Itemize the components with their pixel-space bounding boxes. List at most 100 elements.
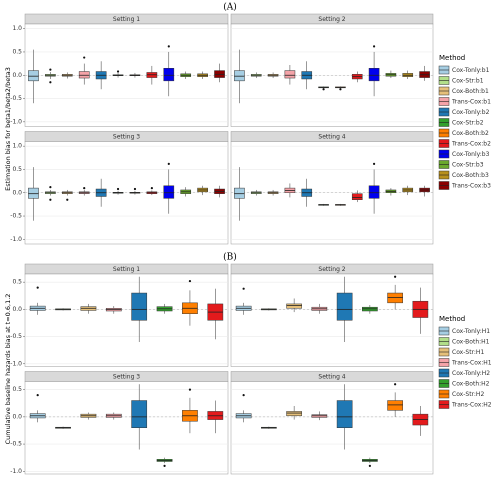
outlier: [339, 88, 342, 91]
facet-title: Setting 3: [113, 374, 140, 381]
y-tick-label: 0.5: [12, 279, 22, 286]
outlier: [36, 394, 39, 397]
legend-label: Cox-Str:H1: [452, 349, 484, 356]
panel-title: (A): [223, 2, 237, 13]
outlier: [368, 464, 371, 467]
y-tick-label: -1.0: [10, 468, 22, 475]
y-tick-label: -1.0: [10, 118, 22, 125]
box: [78, 71, 90, 79]
box: [28, 187, 39, 199]
y-tick-label: 0.0: [12, 189, 22, 196]
box: [336, 400, 353, 429]
box: [28, 70, 39, 82]
outlier: [49, 186, 52, 189]
outlier: [167, 45, 170, 48]
outlier: [150, 186, 153, 190]
legend-title: Method: [439, 315, 465, 323]
outlier: [372, 162, 376, 165]
box: [368, 68, 380, 82]
outlier: [372, 45, 376, 48]
box: [368, 185, 380, 199]
y-tick-label: 0.5: [12, 48, 22, 55]
facet-title: Setting 2: [318, 266, 345, 273]
legend-label: Cox-Both:H1: [452, 339, 490, 346]
y-tick-label: -0.5: [10, 213, 22, 220]
box: [286, 411, 302, 417]
y-tick-label: -1.0: [10, 236, 22, 243]
outlier: [394, 383, 397, 386]
outlier: [133, 187, 137, 191]
legend-label: Trans-Cox:H1: [451, 360, 492, 367]
outlier: [242, 287, 245, 290]
outlier: [394, 275, 397, 278]
box: [131, 292, 148, 321]
box: [131, 400, 148, 429]
legend-label: Cox-Tonly:b1: [452, 67, 490, 74]
outlier: [188, 388, 192, 391]
box: [163, 185, 175, 199]
y-tick-label: 0.0: [12, 72, 22, 79]
outlier: [242, 394, 245, 397]
outlier: [83, 186, 86, 190]
box: [286, 303, 302, 309]
box: [234, 70, 245, 82]
y-tick-label: 0.0: [12, 306, 22, 313]
outlier: [49, 81, 52, 84]
facet-title: Setting 3: [113, 134, 140, 141]
outlier: [66, 198, 69, 201]
y-tick-label: -0.5: [10, 95, 22, 102]
legend-label: Cox-Tonly:H2: [452, 370, 490, 377]
outlier: [49, 198, 52, 201]
box: [387, 400, 403, 411]
legend-label: Cox-Tonly:H1: [452, 328, 490, 335]
box: [163, 68, 175, 82]
legend-label: Cox-Tonly:b3: [452, 151, 490, 158]
legend-label: Cox-Both:b1: [452, 88, 489, 95]
outlier: [322, 88, 325, 91]
box: [234, 187, 245, 199]
legend-label: Cox-Both:b2: [452, 130, 489, 137]
outlier: [116, 70, 120, 73]
facet-panel: [24, 273, 229, 367]
y-axis-label: Estimation bias for beta1/beta2/beta3: [4, 67, 12, 191]
legend-title: Method: [439, 54, 465, 62]
facet-title: Setting 4: [318, 134, 345, 141]
legend-label: Cox-Str:H2: [452, 391, 484, 398]
box: [387, 292, 403, 304]
legend-label: Cox-Both:b3: [452, 172, 489, 179]
legend-label: Trans-Cox:H2: [451, 402, 492, 409]
y-tick-label: -0.5: [10, 441, 22, 448]
y-tick-label: 1.0: [12, 25, 22, 32]
legend-label: Cox-Both:H2: [452, 381, 490, 388]
y-tick-label: 0.0: [12, 413, 22, 420]
panel-title: (B): [223, 252, 237, 263]
box: [336, 292, 353, 321]
outlier: [36, 286, 39, 289]
facet-title: Setting 1: [113, 16, 140, 23]
box: [284, 70, 296, 79]
legend-label: Cox-Str:b1: [452, 78, 484, 85]
legend-label: Cox-Str:b3: [452, 162, 484, 169]
legend-label: Cox-Str:b2: [452, 120, 484, 127]
y-tick-label: 0.5: [12, 386, 22, 393]
outlier: [167, 162, 170, 165]
box: [351, 193, 363, 200]
outlier: [163, 464, 166, 467]
facet-panel: [230, 273, 434, 367]
outlier: [83, 56, 86, 59]
y-tick-label: 1.0: [12, 143, 22, 150]
facet-title: Setting 1: [113, 266, 140, 273]
y-tick-label: -1.0: [10, 360, 22, 367]
outlier: [49, 68, 52, 71]
facet-title: Setting 2: [318, 16, 345, 23]
y-tick-label: 0.5: [12, 166, 22, 173]
outlier: [188, 279, 192, 283]
y-axis-label: Cumulative baseline hazards bias at t=0.…: [4, 294, 12, 445]
facet-title: Setting 4: [318, 374, 345, 381]
outlier: [116, 187, 120, 191]
legend-label: Trans-Cox:b3: [451, 183, 491, 190]
y-tick-label: -0.5: [10, 333, 22, 340]
legend-label: Trans-Cox:b1: [451, 99, 491, 106]
legend-label: Trans-Cox:b2: [451, 141, 491, 148]
